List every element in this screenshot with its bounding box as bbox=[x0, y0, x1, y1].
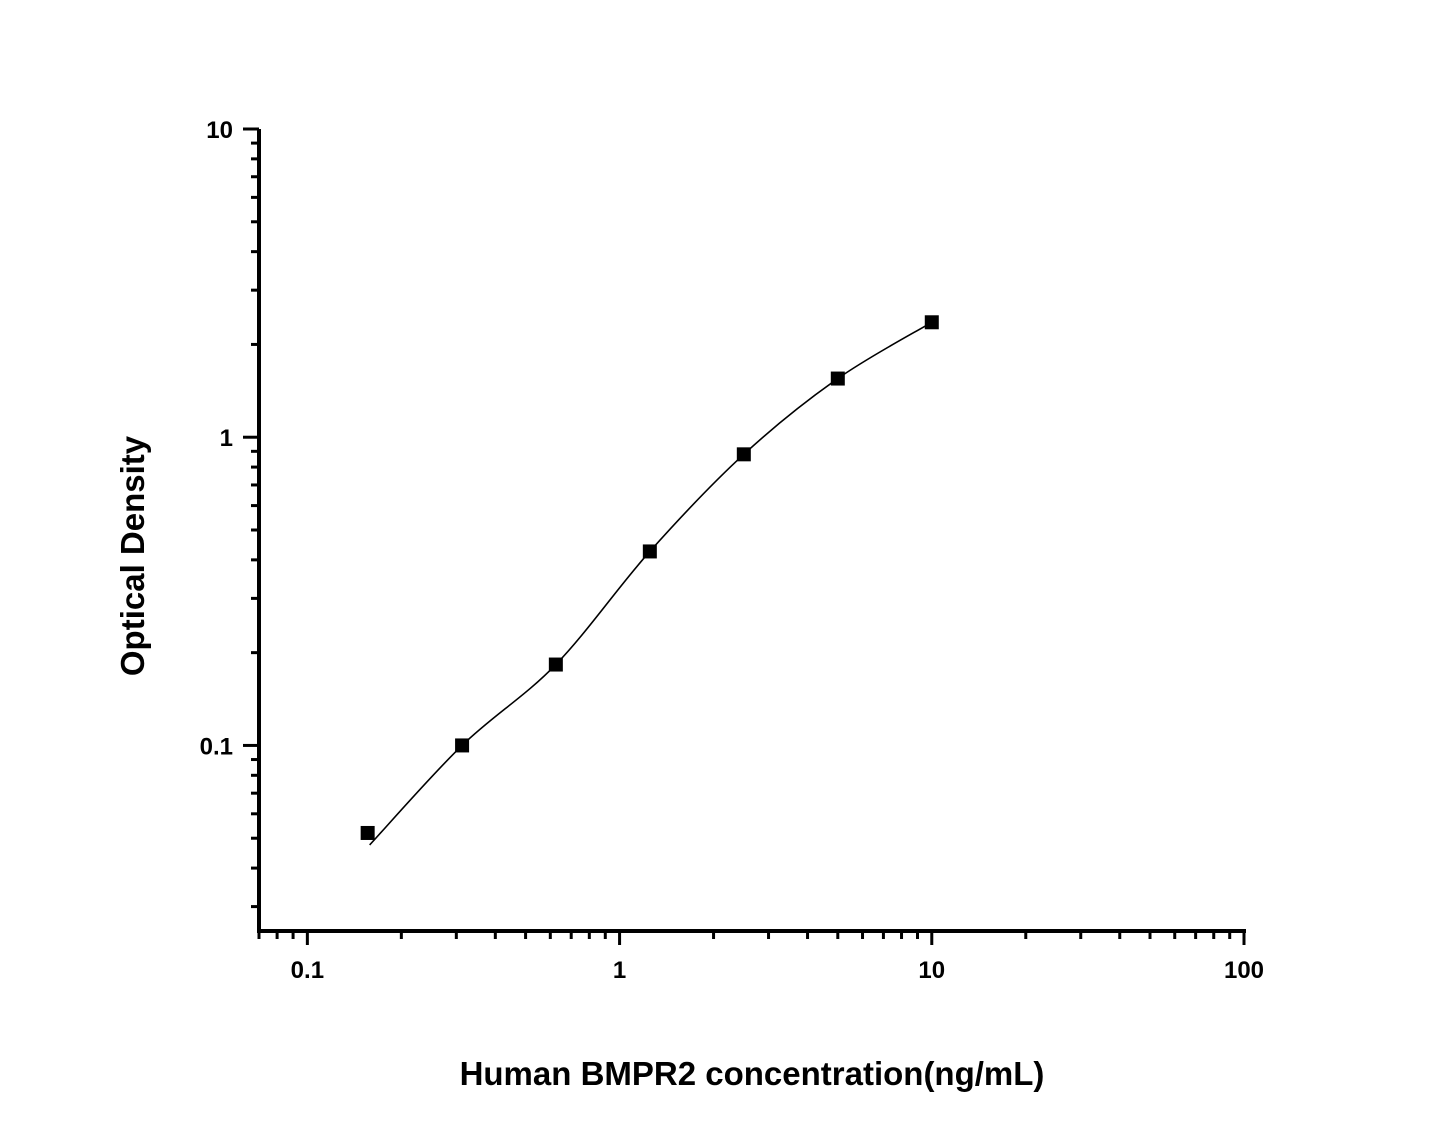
x-tick-label: 10 bbox=[918, 957, 945, 984]
y-tick-label: 0.1 bbox=[200, 733, 233, 760]
y-axis-label: Optical Density bbox=[114, 435, 151, 676]
data-points bbox=[360, 315, 939, 840]
x-tick-label: 0.1 bbox=[291, 957, 324, 984]
y-tick-label: 1 bbox=[220, 425, 233, 452]
data-point bbox=[360, 825, 375, 840]
data-point bbox=[736, 447, 751, 462]
data-point bbox=[924, 315, 939, 330]
y-tick-label: 10 bbox=[206, 117, 233, 144]
axes: 0.1 1 10 100 0.1 1 10 bbox=[200, 117, 1264, 984]
data-point bbox=[455, 738, 470, 753]
x-axis-label: Human BMPR2 concentration(ng/mL) bbox=[460, 1055, 1045, 1092]
data-point bbox=[548, 657, 563, 672]
x-tick-label: 100 bbox=[1224, 957, 1264, 984]
fit-curve bbox=[369, 321, 933, 846]
data-point bbox=[830, 371, 845, 386]
x-tick-label: 1 bbox=[613, 957, 626, 984]
data-point bbox=[642, 544, 657, 559]
